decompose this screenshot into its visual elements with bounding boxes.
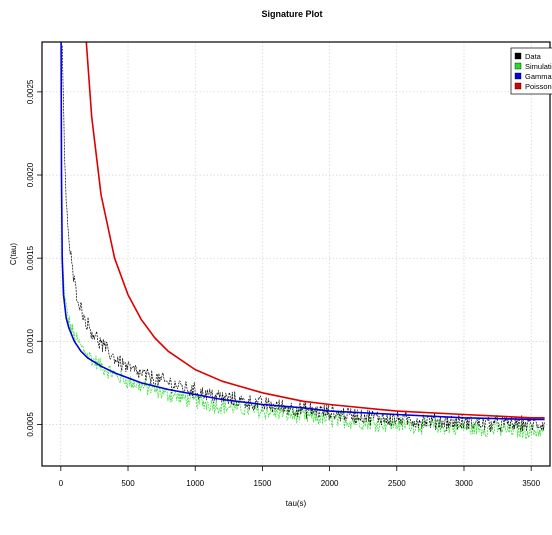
series-line-poisson (85, 42, 545, 419)
legend: DataSimulationGammaPoisson (510, 47, 552, 95)
series-layer (60, 42, 545, 440)
legend-label-poisson: Poisson (525, 82, 552, 91)
y-tick-label: 0.0020 (26, 162, 35, 187)
y-tick-label: 0.0025 (26, 79, 35, 104)
y-axis: 0.0005 0.0010 0.0015 0.0020 0.0025 (26, 79, 42, 437)
legend-label-simulation: Simulation (525, 62, 552, 71)
grid-lines (42, 42, 550, 466)
y-tick-label: 0.0005 (26, 412, 35, 437)
legend-label-data: Data (525, 52, 542, 61)
chart-title: Signature Plot (261, 9, 322, 19)
legend-swatch-poisson (514, 82, 522, 90)
x-axis-label: tau(s) (286, 499, 307, 508)
y-tick-label: 0.0010 (26, 329, 35, 354)
legend-label-gamma: Gamma (525, 72, 552, 81)
x-tick-label: 1500 (254, 479, 272, 488)
legend-swatch-gamma (514, 72, 522, 80)
legend-swatch-data (514, 52, 522, 60)
series-line-data (61, 45, 545, 432)
x-tick-label: 2500 (388, 479, 406, 488)
y-axis-label: C(tau) (9, 243, 18, 266)
x-tick-label: 3500 (522, 479, 540, 488)
x-tick-label: 0 (59, 479, 64, 488)
series-line-simulation (61, 256, 545, 440)
x-tick-label: 500 (121, 479, 135, 488)
series-line-gamma (60, 42, 545, 421)
x-tick-label: 2000 (321, 479, 339, 488)
x-tick-label: 3000 (455, 479, 473, 488)
x-tick-label: 1000 (186, 479, 204, 488)
y-tick-label: 0.0015 (26, 245, 35, 270)
legend-swatch-simulation (514, 62, 522, 70)
x-axis: 0 500 1000 1500 2000 2500 3000 3500 (59, 466, 541, 488)
plot-frame (41, 41, 551, 467)
